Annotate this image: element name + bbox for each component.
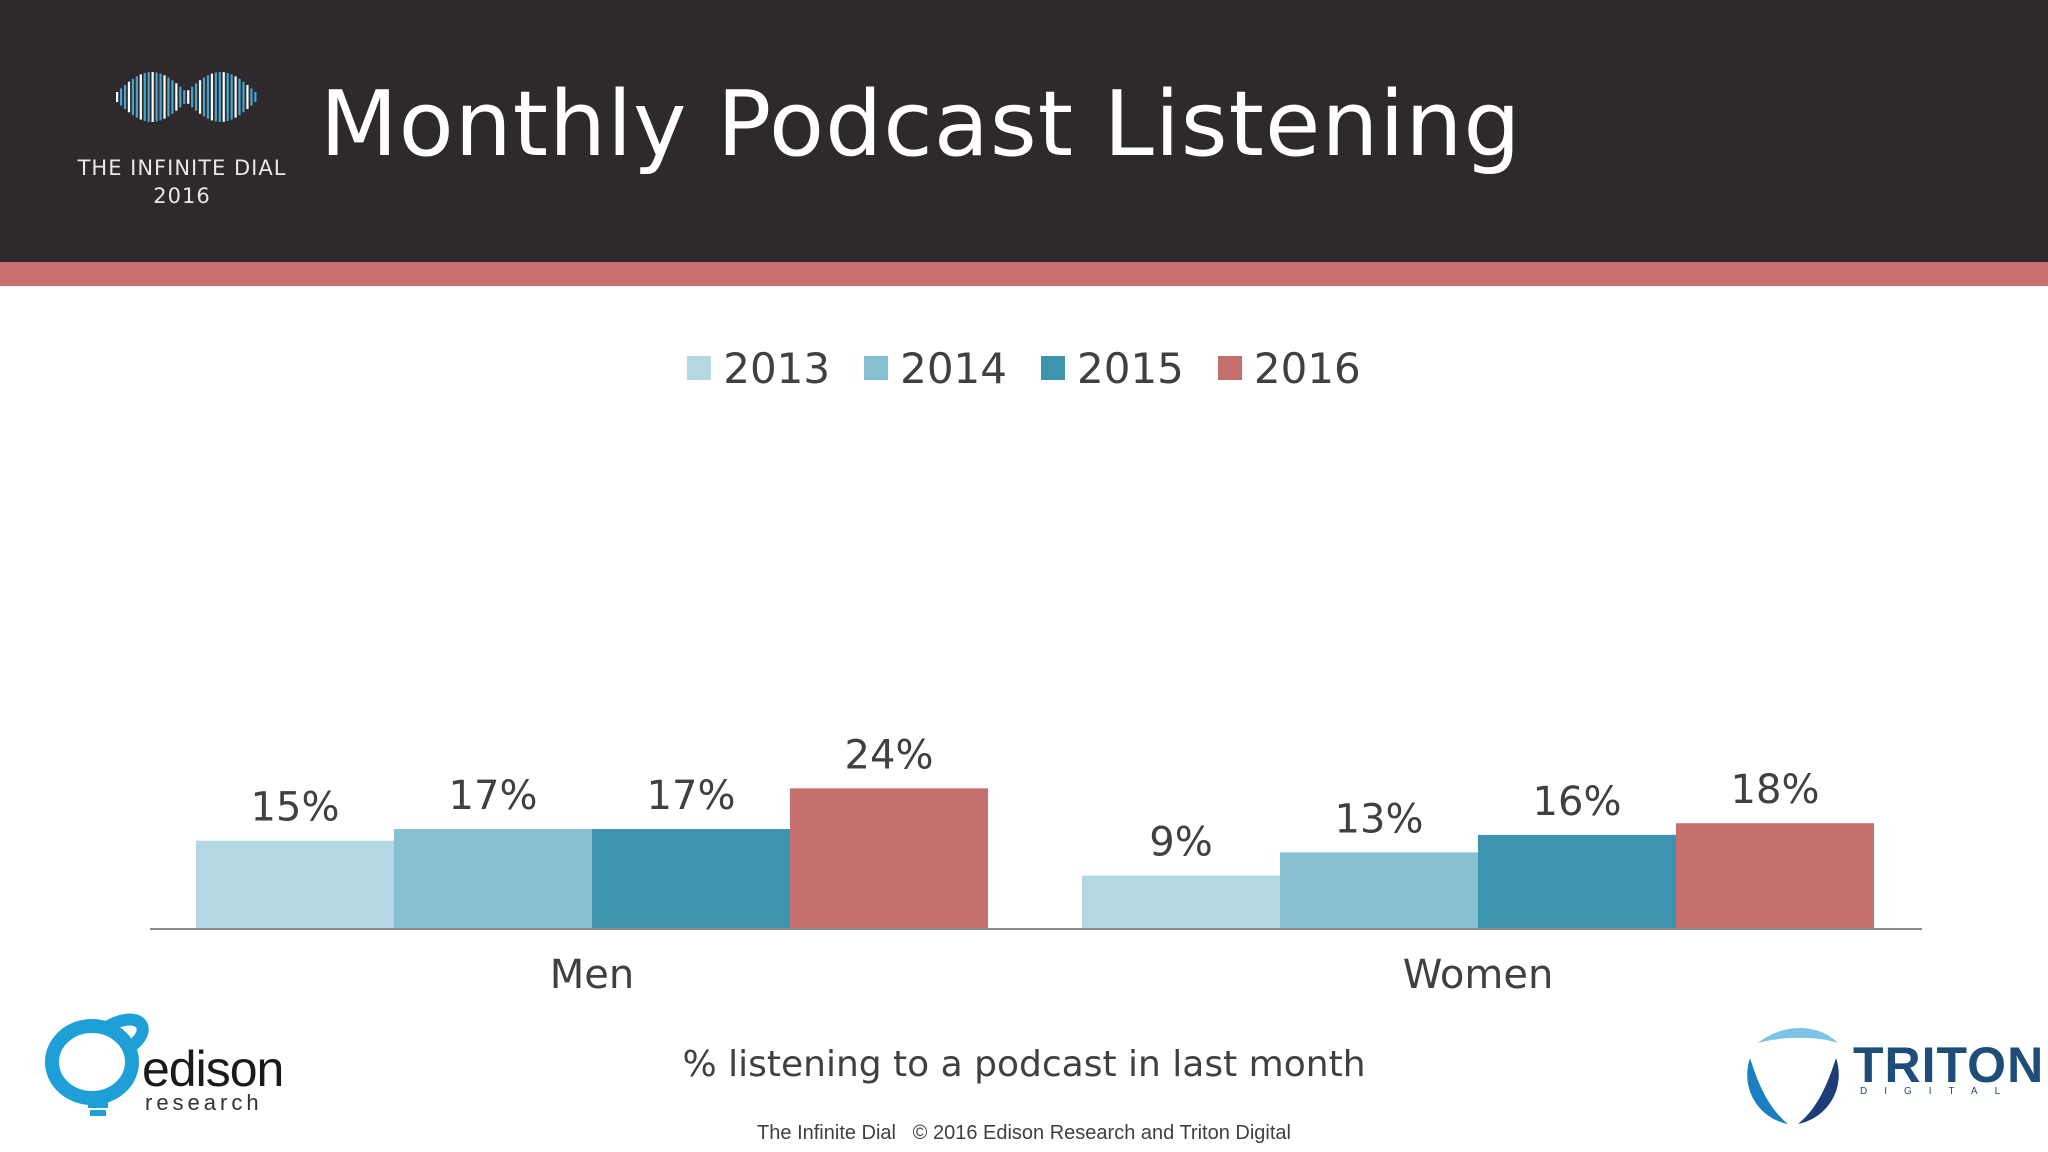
bar: [1478, 834, 1676, 928]
logo-bar: [210, 73, 213, 121]
bar-chart: 15% 17% 17% 24% Men 9% 13% 16% 18% Women: [150, 732, 1922, 998]
logo-bar: [179, 86, 182, 108]
legend-swatch: [864, 356, 889, 380]
legend-swatch: [687, 356, 712, 380]
legend-item: 2015: [1041, 344, 1184, 393]
bar: [1676, 823, 1874, 928]
chart-legend: 2013 2014 2015 2016: [0, 340, 2048, 396]
logo-text: THE INFINITE DIAL 2016: [62, 154, 302, 210]
logo-bar: [131, 78, 134, 116]
data-label: 24%: [845, 732, 934, 778]
legend-item: 2013: [687, 344, 830, 393]
data-label: 17%: [449, 773, 538, 819]
category-label: Women: [1403, 952, 1554, 998]
data-label: 18%: [1731, 767, 1820, 813]
data-label: 17%: [647, 773, 736, 819]
edison-logo-sub: research: [145, 1090, 263, 1115]
logo-bar: [159, 73, 162, 121]
logo-bar: [238, 78, 241, 116]
logo-bar: [167, 77, 170, 117]
logo-bar: [147, 72, 150, 122]
logo-bar: [187, 90, 190, 104]
header-bar: THE INFINITE DIAL 2016 Monthly Podcast L…: [0, 0, 2048, 262]
logo-bar: [116, 92, 119, 102]
footer-copyright: The Infinite Dial © 2016 Edison Research…: [757, 1122, 1291, 1144]
logo-bar: [155, 72, 158, 122]
logo-bar: [175, 83, 178, 111]
bar: [592, 829, 790, 928]
logo-bar: [242, 81, 245, 113]
legend-item: 2014: [864, 344, 1007, 393]
logo-bar: [214, 72, 217, 122]
category-label: Men: [550, 952, 634, 998]
data-label: 13%: [1335, 796, 1424, 842]
logo-bar: [254, 92, 257, 102]
logo-bar: [222, 72, 225, 122]
logo-bar: [195, 83, 198, 111]
legend-label: 2014: [900, 343, 1007, 393]
logo-bar: [135, 76, 138, 118]
triton-logo-word: TRITON: [1853, 1037, 2045, 1093]
logo-bar: [218, 72, 221, 122]
triton-logo-icon: [1747, 1028, 1839, 1124]
chart-subtitle: % listening to a podcast in last month: [682, 1044, 1366, 1085]
logo-line-2: 2016: [153, 184, 211, 208]
edison-logo-icon: [45, 1013, 149, 1116]
bar: [196, 840, 394, 928]
page-title: Monthly Podcast Listening: [320, 72, 1522, 177]
logo-bar: [206, 75, 210, 119]
logo-bar: [234, 76, 237, 118]
infinite-dial-logo: [116, 72, 257, 122]
logo-bar: [246, 84, 249, 110]
logo-bar: [163, 75, 166, 119]
data-label: 16%: [1533, 779, 1622, 825]
logo-bar: [250, 88, 253, 106]
legend-label: 2016: [1253, 343, 1361, 393]
logo-bar: [119, 88, 123, 106]
header-accent-stripe: [0, 262, 2048, 286]
logo-bar: [151, 72, 154, 122]
legend-label: 2015: [1077, 343, 1184, 393]
logo-bar: [139, 74, 142, 120]
logo-bar: [171, 80, 174, 114]
logo-bar: [230, 74, 233, 120]
triton-logo-sub: DIGITAL: [1860, 1086, 2018, 1097]
logo-bar: [143, 72, 146, 122]
logo-bar: [191, 86, 194, 108]
legend-swatch: [1217, 356, 1242, 380]
logo-line-1: THE INFINITE DIAL: [77, 156, 287, 180]
logo-bar: [127, 81, 131, 113]
bar: [790, 788, 988, 928]
bar: [1280, 852, 1478, 928]
data-label: 9%: [1149, 820, 1212, 866]
bar: [394, 829, 592, 928]
logo-bar: [123, 84, 127, 110]
logo-bar: [198, 80, 202, 114]
legend-swatch: [1041, 356, 1065, 380]
legend-item: 2016: [1217, 343, 1361, 393]
logo-bar: [226, 72, 229, 122]
logo-bar: [183, 90, 186, 104]
bar: [1082, 875, 1280, 928]
logo-bar: [202, 77, 206, 117]
legend-label: 2013: [723, 343, 831, 393]
data-label: 15%: [251, 785, 340, 831]
edison-logo-word: edison: [142, 1041, 284, 1097]
